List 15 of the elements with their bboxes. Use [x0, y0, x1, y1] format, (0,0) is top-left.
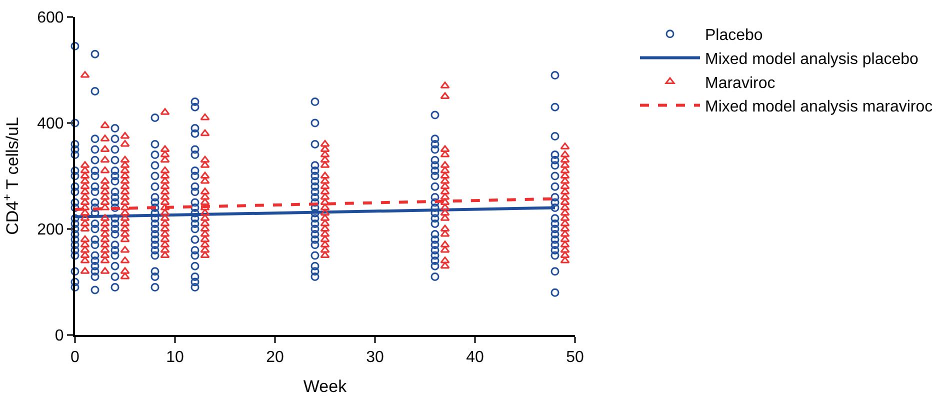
legend-label: Maraviroc	[705, 74, 776, 92]
x-axis-title: Week	[303, 377, 348, 396]
y-tick-label: 600	[37, 10, 64, 27]
legend-label: Placebo	[705, 27, 763, 44]
x-tick-label: 30	[366, 349, 384, 366]
legend-label: Mixed model analysis placebo	[705, 50, 919, 68]
x-tick-label: 40	[466, 349, 484, 366]
y-tick-label: 200	[37, 222, 64, 239]
y-tick-label: 400	[37, 116, 64, 133]
y-tick-label: 0	[54, 328, 64, 345]
x-tick-label: 50	[566, 349, 584, 366]
x-tick-label: 10	[166, 349, 184, 366]
x-tick-label: 0	[70, 349, 80, 366]
legend-label: Mixed model analysis maraviroc	[705, 98, 933, 116]
x-tick-label: 20	[266, 349, 284, 366]
